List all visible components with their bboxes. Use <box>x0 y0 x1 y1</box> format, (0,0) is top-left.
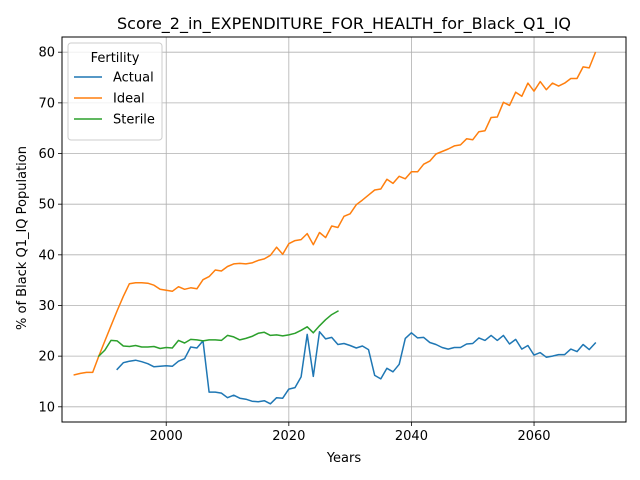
legend-label-sterile: Sterile <box>113 113 155 128</box>
legend: Fertility Actual Ideal Sterile <box>67 42 163 141</box>
legend-label-actual: Actual <box>113 71 154 86</box>
series-line-ideal <box>73 51 597 376</box>
grid <box>62 37 626 422</box>
legend-title: Fertility <box>91 51 140 66</box>
y-tick-label: 40 <box>38 248 55 263</box>
axis-ticks: 2000 2020 2040 2060 10 20 30 40 50 60 70 80 <box>38 46 550 444</box>
y-tick-label: 30 <box>38 299 55 314</box>
legend-box <box>67 42 163 141</box>
y-axis-label: % of Black Q1_IQ Population <box>15 146 30 330</box>
plot-area-frame <box>61 36 627 423</box>
y-tick-label: 50 <box>38 198 55 213</box>
chart-title: Score_2_in_EXPENDITURE_FOR_HEALTH_for_Bl… <box>117 14 571 34</box>
y-tick-label: 20 <box>38 350 55 365</box>
legend-label-ideal: Ideal <box>113 92 145 107</box>
series-line-actual <box>116 331 597 405</box>
y-tick-label: 60 <box>38 147 55 162</box>
y-tick-label: 10 <box>38 400 55 415</box>
x-tick-label: 2060 <box>517 429 550 444</box>
x-tick-label: 2020 <box>272 429 305 444</box>
x-tick-label: 2040 <box>395 429 428 444</box>
x-tick-label: 2000 <box>150 429 183 444</box>
x-axis-label: Years <box>326 451 362 466</box>
series-lines <box>73 51 597 405</box>
series-line-sterile <box>97 310 339 358</box>
y-tick-label: 70 <box>38 96 55 111</box>
legend-entries: Actual Ideal Sterile <box>74 71 155 128</box>
y-tick-label: 80 <box>38 46 55 61</box>
